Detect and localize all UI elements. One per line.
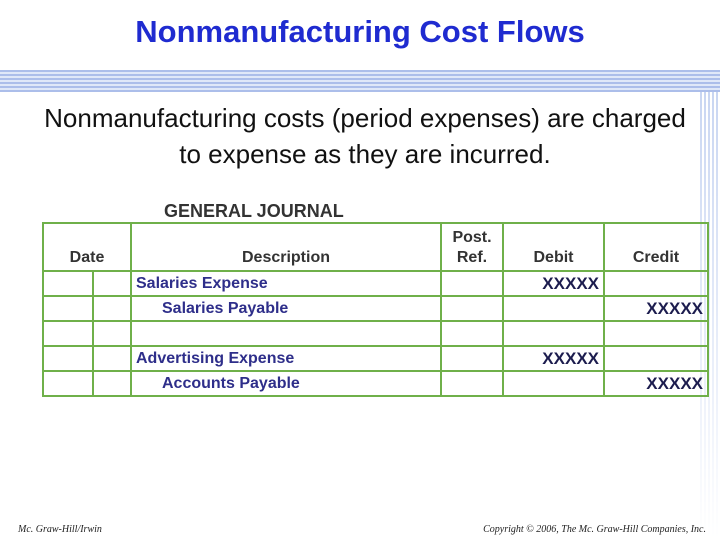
slide-title: Nonmanufacturing Cost Flows (135, 14, 585, 49)
date-cell (42, 270, 94, 297)
journal-row: Accounts Payable XXXXX (42, 370, 709, 397)
ref-cell (440, 295, 504, 322)
description-cell: Advertising Expense (130, 345, 442, 372)
debit-cell (502, 370, 605, 397)
journal-row: Salaries Payable XXXXX (42, 295, 709, 322)
date-cell (92, 270, 132, 297)
header-row: Date Description Post. Ref. Debit Credit (42, 222, 709, 272)
journal-table: Date Description Post. Ref. Debit Credit Sal… (42, 222, 709, 397)
description-cell (130, 320, 442, 347)
ref-cell (440, 270, 504, 297)
ref-cell (440, 370, 504, 397)
date-cell (92, 295, 132, 322)
column-header: Debit (502, 222, 605, 272)
credit-cell (603, 270, 709, 297)
credit-cell: XXXXX (603, 295, 709, 322)
date-cell (92, 370, 132, 397)
date-cell (92, 320, 132, 347)
column-header: Date (42, 222, 132, 272)
footer-left: Mc. Graw-Hill/Irwin (18, 524, 102, 535)
date-cell (42, 320, 94, 347)
ref-cell (440, 345, 504, 372)
description-cell: Salaries Expense (130, 270, 442, 297)
column-header: Post. Ref. (440, 222, 504, 272)
side-decoration (700, 92, 720, 540)
journal-body: Salaries Expense XXXXX Salaries Payable XXX… (42, 270, 709, 397)
title-bar (0, 70, 720, 92)
journal-row: Advertising Expense XXXXX (42, 345, 709, 372)
date-cell (42, 370, 94, 397)
journal-row: Salaries Expense XXXXX (42, 270, 709, 297)
journal-title: GENERAL JOURNAL (164, 201, 344, 221)
debit-cell: XXXXX (502, 345, 605, 372)
date-cell (42, 345, 94, 372)
credit-cell: XXXXX (603, 370, 709, 397)
footer-right: Copyright © 2006, The Mc. Graw-Hill Comp… (483, 524, 706, 535)
debit-cell (502, 320, 605, 347)
column-header: Credit (603, 222, 709, 272)
debit-cell: XXXXX (502, 270, 605, 297)
date-cell (92, 345, 132, 372)
credit-cell (603, 320, 709, 347)
column-header: Description (130, 222, 442, 272)
body-text: Nonmanufacturing costs (period expenses)… (44, 103, 686, 169)
credit-cell (603, 345, 709, 372)
journal-row (42, 320, 709, 347)
debit-cell (502, 295, 605, 322)
description-cell: Accounts Payable (130, 370, 442, 397)
description-cell: Salaries Payable (130, 295, 442, 322)
date-cell (42, 295, 94, 322)
ref-cell (440, 320, 504, 347)
